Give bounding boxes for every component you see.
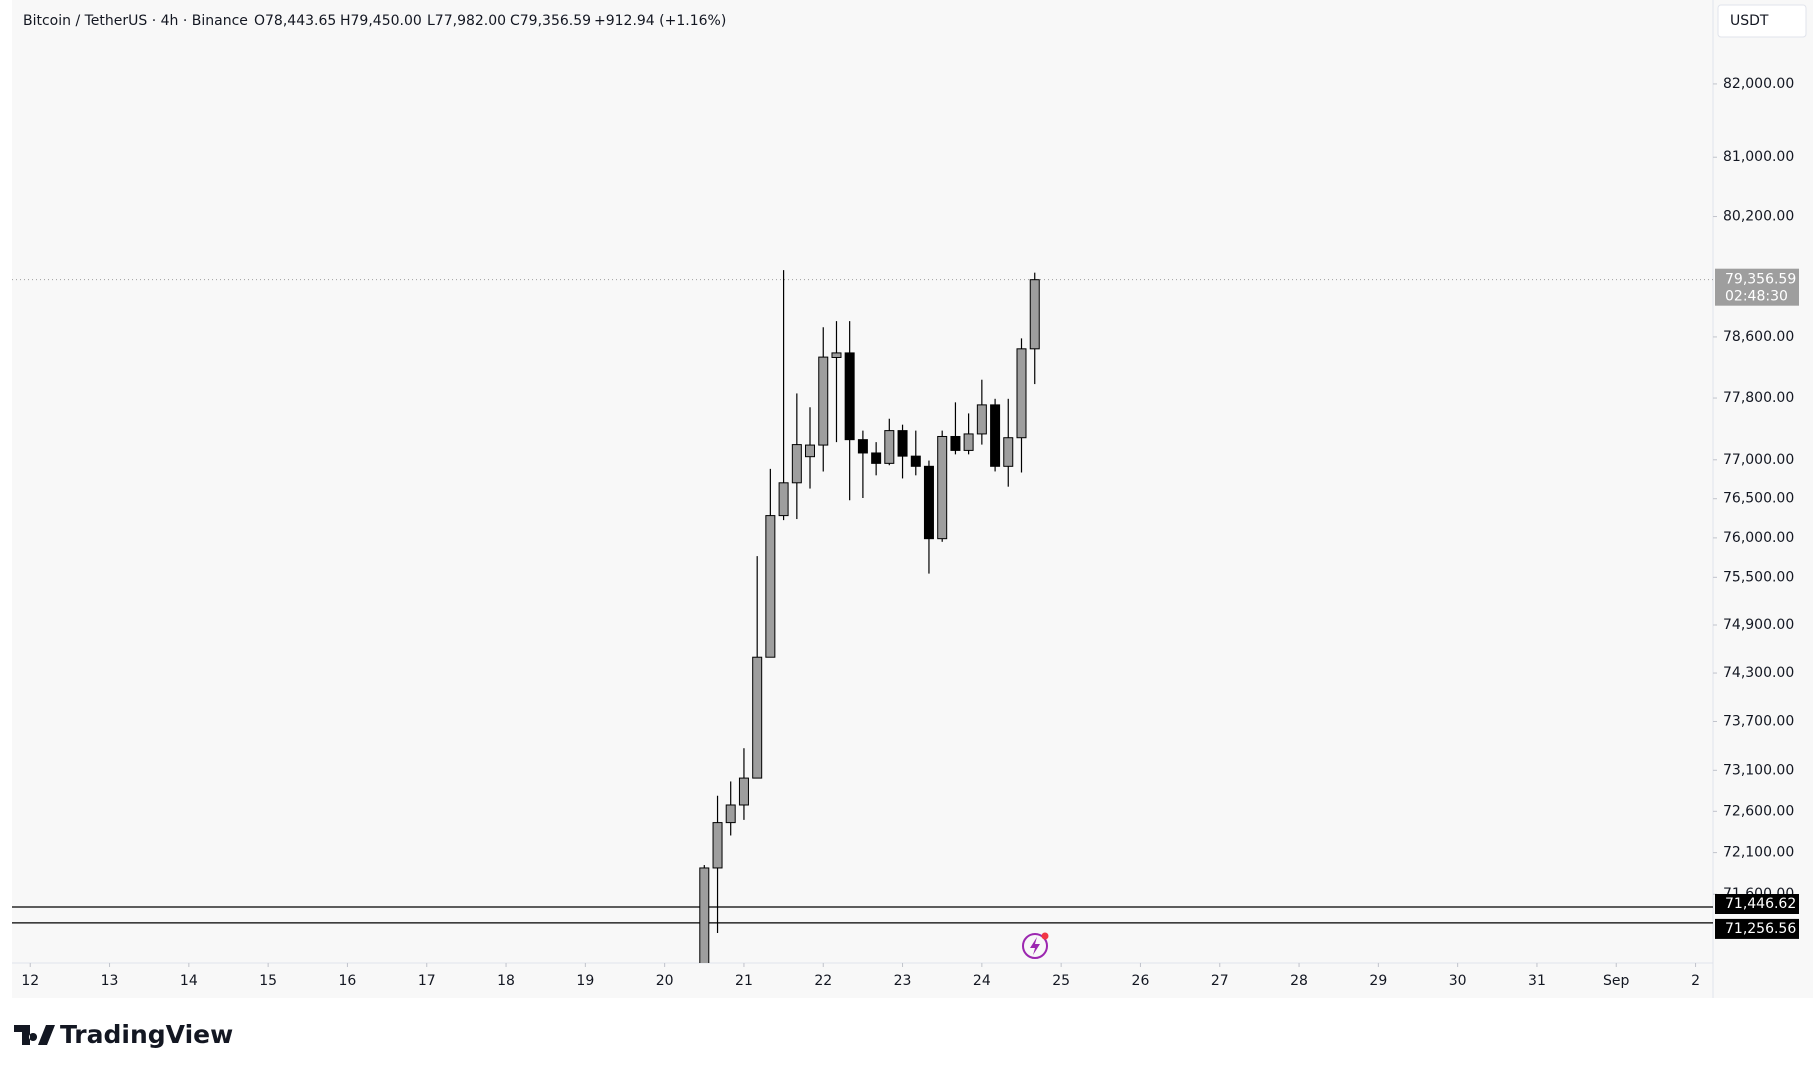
- x-tick-label: 15: [259, 973, 277, 989]
- y-tick-label: 75,500.00: [1723, 569, 1794, 585]
- x-tick-label: 20: [656, 973, 674, 989]
- x-tick-label: 21: [735, 973, 753, 989]
- candle-body: [884, 430, 895, 464]
- x-tick-label: 22: [814, 973, 832, 989]
- candle-body: [805, 444, 816, 458]
- x-tick-label: 31: [1528, 973, 1546, 989]
- candle-body: [1016, 348, 1027, 439]
- y-tick-label: 73,700.00: [1723, 713, 1794, 729]
- unit-box[interactable]: [1717, 4, 1807, 38]
- y-tick-label: 76,500.00: [1723, 491, 1794, 507]
- level-price-box: [1715, 918, 1799, 939]
- candle-body: [950, 435, 961, 451]
- candle-body: [990, 404, 1001, 467]
- candle-body: [752, 656, 763, 779]
- y-tick-label: 80,200.00: [1723, 209, 1794, 225]
- level-price-box: [1715, 893, 1799, 914]
- x-tick-label: 16: [339, 973, 357, 989]
- candle-body: [818, 356, 829, 446]
- candle-body: [963, 433, 974, 451]
- y-tick-label: 73,100.00: [1723, 762, 1794, 778]
- x-tick-label: 24: [973, 973, 991, 989]
- ohlc-change: +912.94 (+1.16%): [594, 13, 726, 29]
- countdown-label: 02:48:30: [1725, 289, 1788, 305]
- candle-body: [923, 465, 934, 540]
- x-tick-label: 13: [101, 973, 119, 989]
- candle-body: [1003, 437, 1014, 467]
- y-tick-label: 76,000.00: [1723, 530, 1794, 546]
- candle-body: [1029, 279, 1040, 350]
- x-tick-label: 23: [894, 973, 912, 989]
- candle-body: [976, 404, 987, 435]
- x-tick-label: 29: [1369, 973, 1387, 989]
- y-tick-label: 72,600.00: [1723, 803, 1794, 819]
- price-unit: USDT: [1730, 13, 1769, 29]
- y-tick-label: 77,800.00: [1723, 390, 1794, 406]
- y-tick-label: 72,100.00: [1723, 845, 1794, 861]
- candle-body: [844, 352, 855, 441]
- candle-body: [699, 867, 710, 963]
- x-tick-label: 25: [1052, 973, 1070, 989]
- x-tick-label: 12: [21, 973, 39, 989]
- candle-body: [778, 482, 789, 517]
- candle-body: [937, 435, 948, 540]
- x-tick-label: 28: [1290, 973, 1308, 989]
- x-tick-label: 19: [576, 973, 594, 989]
- x-tick-label: 18: [497, 973, 515, 989]
- ohlc-low: L77,982.00: [427, 13, 506, 29]
- brand-name: TradingView: [60, 1020, 233, 1049]
- y-tick-label: 82,000.00: [1723, 76, 1794, 92]
- x-tick-label: 14: [180, 973, 198, 989]
- candle-body: [910, 455, 921, 467]
- candle-body: [765, 515, 776, 658]
- y-tick-label: 81,000.00: [1723, 149, 1794, 165]
- candle-body: [738, 777, 749, 806]
- tradingview-logo[interactable]: TradingView: [14, 1020, 233, 1049]
- x-tick-label: 2: [1691, 973, 1700, 989]
- last-price-label: 79,356.59: [1725, 272, 1796, 288]
- candle-body: [857, 439, 868, 454]
- y-tick-label: 74,300.00: [1723, 665, 1794, 681]
- candle-body: [831, 352, 842, 358]
- x-tick-label: 27: [1211, 973, 1229, 989]
- candle-body: [871, 452, 882, 464]
- candle-body: [712, 822, 723, 869]
- ohlc-high: H79,450.00: [340, 13, 422, 29]
- ohlc-close: C79,356.59: [510, 13, 591, 29]
- x-tick-label: Sep: [1603, 973, 1630, 989]
- candle-body: [791, 444, 802, 484]
- candle-body: [897, 430, 908, 457]
- x-tick-label: 30: [1449, 973, 1467, 989]
- level-price-label: 71,256.56: [1725, 921, 1796, 937]
- x-tick-label: 26: [1132, 973, 1150, 989]
- lightning-icon[interactable]: [1022, 932, 1049, 959]
- candle-body: [725, 804, 736, 824]
- level-price-label: 71,446.62: [1725, 896, 1796, 912]
- plot-area: [12, 270, 1713, 963]
- x-tick-label: 17: [418, 973, 436, 989]
- y-tick-label: 77,000.00: [1723, 452, 1794, 468]
- last-price-box: [1715, 268, 1799, 306]
- y-tick-label: 74,900.00: [1723, 617, 1794, 633]
- chart-background: [12, 0, 1813, 998]
- ohlc-open: O78,443.65: [254, 13, 336, 29]
- y-tick-label: 78,600.00: [1723, 329, 1794, 345]
- symbol-title: Bitcoin / TetherUS · 4h · Binance: [23, 13, 248, 29]
